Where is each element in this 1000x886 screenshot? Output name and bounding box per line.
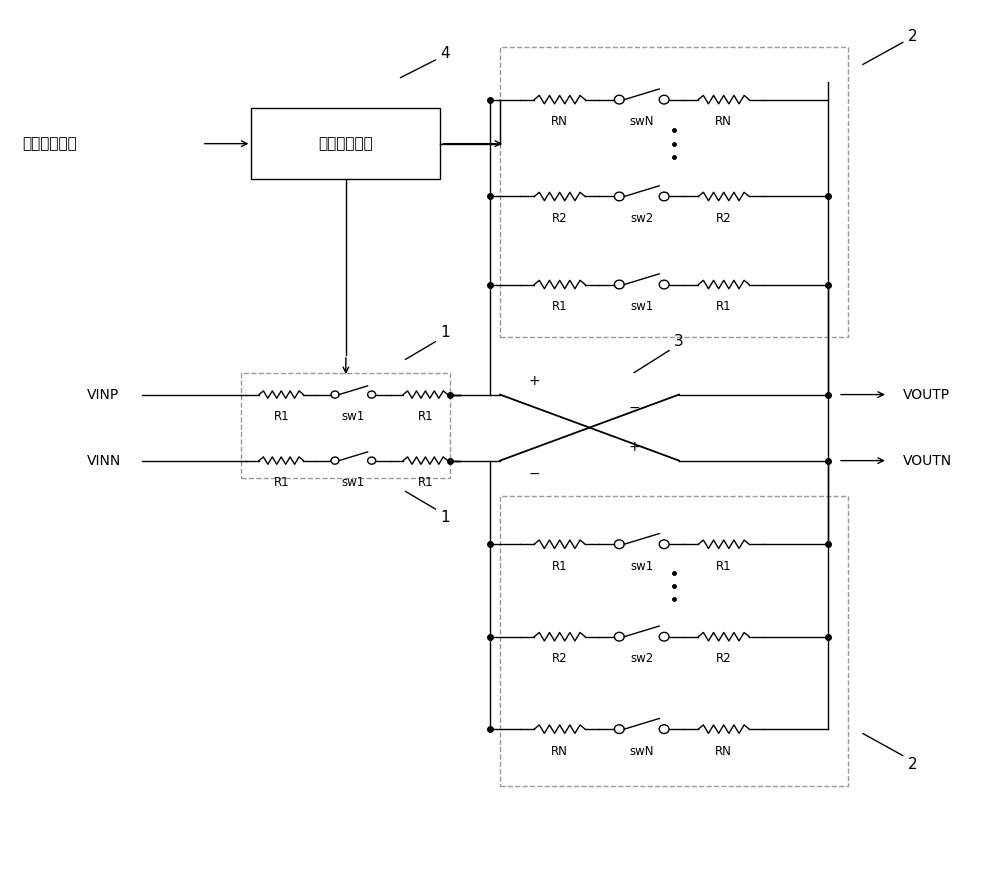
Text: VOUTN: VOUTN [903,454,952,468]
Text: R2: R2 [552,212,567,225]
Text: R1: R1 [273,410,289,424]
Text: R1: R1 [418,410,433,424]
Text: 2: 2 [908,757,918,772]
Bar [241,373,450,478]
Text: swN: swN [629,115,654,128]
Text: RN: RN [715,744,732,758]
Text: sw2: sw2 [630,212,653,225]
Text: 4: 4 [440,46,450,61]
Text: 1: 1 [440,510,450,525]
Text: R1: R1 [716,560,732,572]
Text: RN: RN [715,115,732,128]
Bar [251,108,440,179]
Text: sw1: sw1 [630,560,653,572]
Text: VOUTP: VOUTP [903,387,950,401]
Text: R2: R2 [716,652,732,665]
Text: R1: R1 [552,560,567,572]
Text: swN: swN [629,744,654,758]
Text: 1: 1 [440,325,450,340]
Text: 数字控制模块: 数字控制模块 [318,136,373,152]
Text: R2: R2 [552,652,567,665]
Text: R1: R1 [552,300,567,313]
Text: R1: R1 [418,476,433,489]
Bar [500,496,848,787]
Text: VINP: VINP [87,387,120,401]
Text: 数字控制信号: 数字控制信号 [23,136,77,152]
Text: R1: R1 [273,476,289,489]
Text: −: − [628,400,640,415]
Text: sw1: sw1 [342,476,365,489]
Text: sw1: sw1 [630,300,653,313]
Text: R2: R2 [716,212,732,225]
Text: VINN: VINN [87,454,122,468]
Text: R1: R1 [716,300,732,313]
Text: RN: RN [551,115,568,128]
Text: +: + [529,375,541,388]
Text: 2: 2 [908,28,918,43]
Text: sw1: sw1 [342,410,365,424]
Text: sw2: sw2 [630,652,653,665]
Bar [500,47,848,338]
Text: 3: 3 [674,334,684,349]
Text: +: + [628,440,640,455]
Text: −: − [529,467,541,481]
Text: RN: RN [551,744,568,758]
